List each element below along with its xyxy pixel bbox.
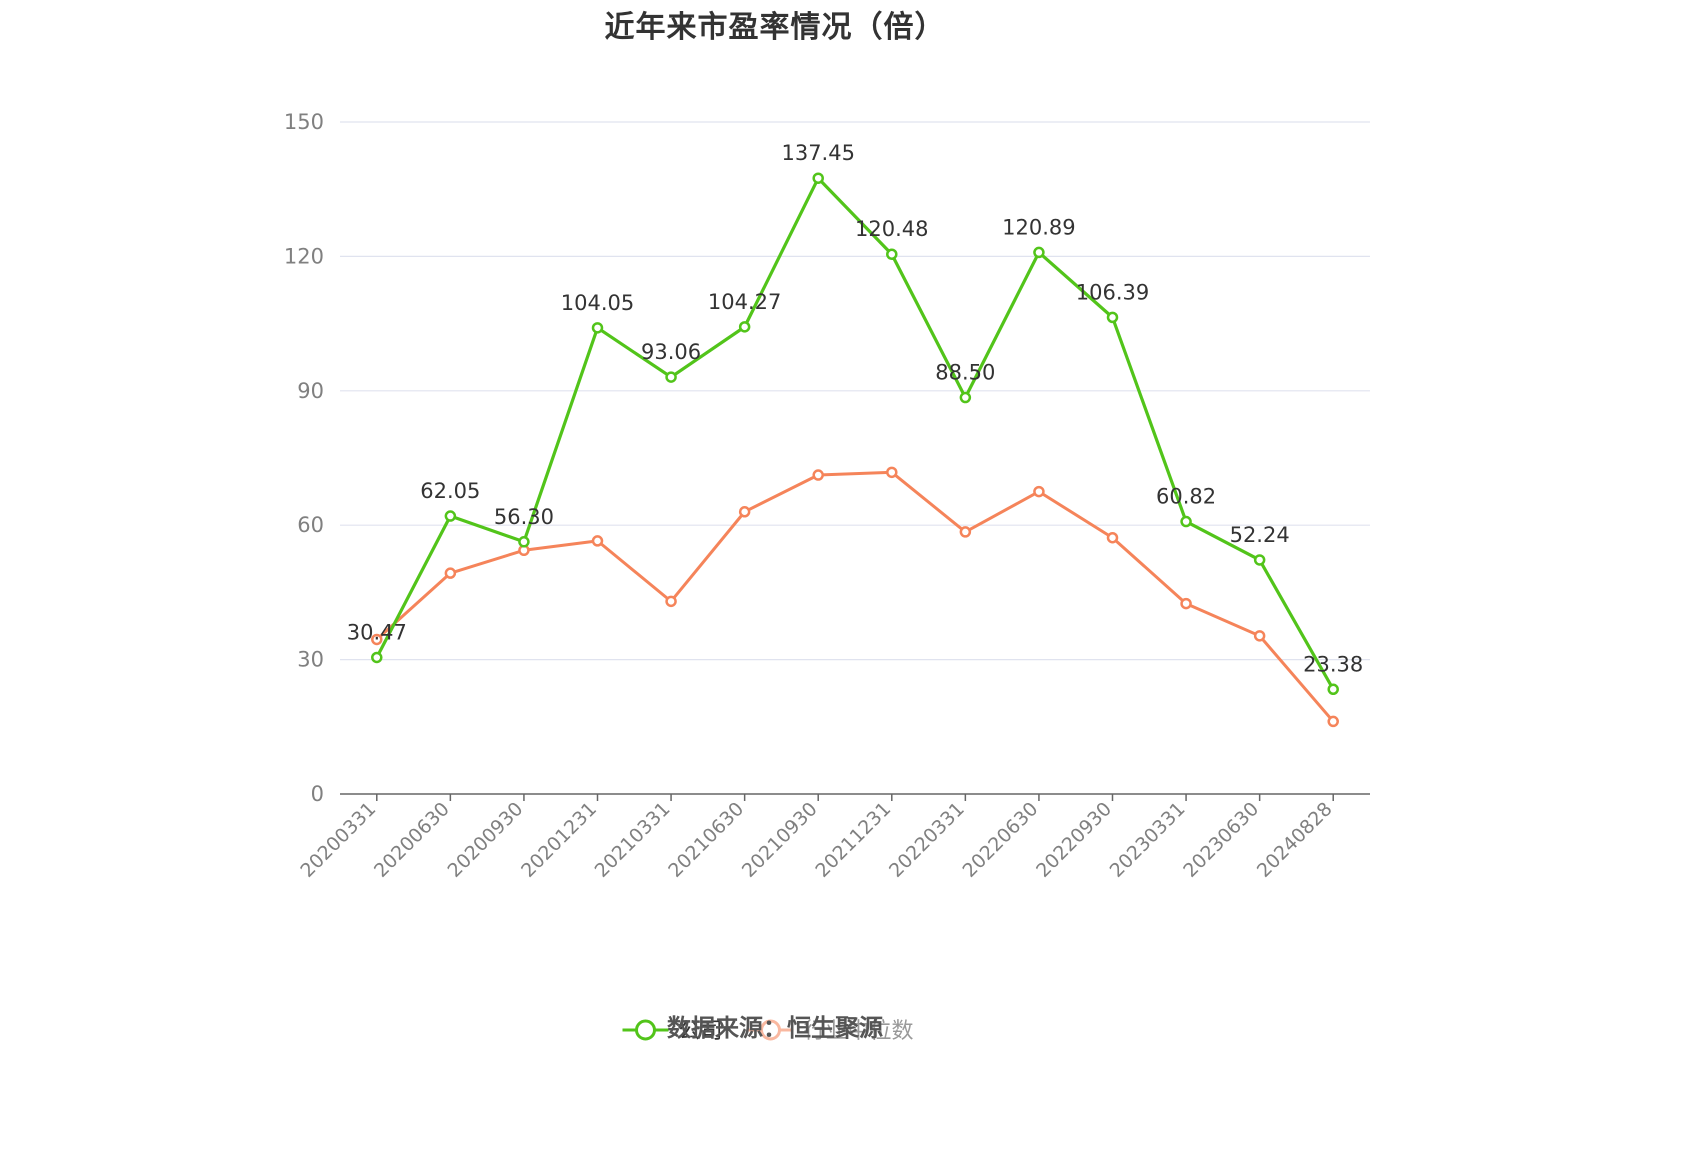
y-tick-label: 120	[284, 244, 324, 268]
legend-label: 公司	[679, 1019, 723, 1044]
y-tick-label: 150	[284, 110, 324, 134]
data-label: 104.27	[708, 290, 781, 314]
x-tick-label: 20220630	[959, 798, 1043, 882]
company-point	[812, 172, 824, 184]
data-label: 120.89	[1002, 215, 1075, 239]
company-point	[591, 322, 604, 334]
legend-item-company: 公司	[622, 1019, 723, 1044]
x-tick-label: 20200331	[296, 798, 380, 882]
industry-point	[738, 506, 751, 518]
industry-point	[886, 466, 898, 479]
data-label: 52.24	[1230, 523, 1290, 547]
x-tick-label: 20230331	[1106, 798, 1190, 882]
industry-point	[959, 526, 972, 538]
y-tick-label: 0	[311, 782, 324, 806]
data-label: 88.50	[935, 361, 995, 385]
y-tick-label: 60	[297, 513, 324, 537]
y-tick-label: 30	[297, 648, 324, 672]
industry-point	[1106, 531, 1119, 544]
x-tick-label: 20240828	[1253, 798, 1337, 882]
industry-point	[1327, 715, 1339, 728]
y-tick-label: 90	[297, 379, 324, 403]
data-label: 104.05	[561, 291, 634, 315]
data-label: 30.47	[347, 620, 407, 644]
data-label: 62.05	[420, 479, 480, 503]
data-label: 23.38	[1303, 652, 1363, 676]
data-label: 120.48	[855, 217, 928, 241]
x-tick-label: 20220331	[885, 798, 969, 882]
data-label: 137.45	[781, 141, 854, 165]
company-series-line	[375, 176, 1335, 691]
company-point	[959, 391, 972, 404]
industry-point	[665, 595, 677, 608]
company-point	[371, 651, 383, 664]
company-point	[1106, 311, 1119, 324]
company-point	[1327, 683, 1339, 696]
legend: 公司 行业中位数	[622, 1019, 914, 1044]
company-point	[665, 371, 677, 383]
industry-series-line	[375, 470, 1335, 723]
company-point	[886, 248, 898, 260]
company-point	[1253, 554, 1266, 566]
company-point	[444, 510, 457, 522]
x-tick-label: 20211231	[811, 798, 895, 882]
industry-point	[444, 567, 457, 579]
x-tick-label: 20220930	[1032, 798, 1116, 882]
company-point	[1033, 246, 1045, 259]
x-tick-label: 20210630	[664, 798, 748, 882]
x-tick-label: 20201231	[517, 798, 601, 882]
series-lines	[371, 172, 1339, 728]
x-tick-label: 20230630	[1179, 798, 1263, 882]
industry-point	[591, 535, 604, 547]
company-point	[738, 321, 751, 333]
data-label: 60.82	[1156, 485, 1216, 509]
legend-item-industry: 行业中位数	[747, 1019, 914, 1044]
data-label: 93.06	[641, 340, 701, 364]
industry-point	[1253, 630, 1266, 642]
legend-marker	[760, 1019, 781, 1041]
legend-marker	[635, 1019, 656, 1041]
x-tick-label: 20200930	[444, 798, 528, 882]
industry-point	[812, 469, 824, 481]
chart-title: 近年来市盈率情况（倍）	[604, 10, 946, 45]
source-note: 数据来源：恒生聚源	[667, 1014, 883, 1042]
industry-point	[1180, 597, 1192, 610]
data-label: 56.30	[494, 505, 554, 529]
company-point	[518, 536, 530, 548]
company-point	[1180, 515, 1192, 528]
legend-label: 行业中位数	[804, 1019, 914, 1044]
x-tick-label: 20210331	[591, 798, 675, 882]
data-labels: 30.47 62.05 56.30 104.05 93.06 104.27 137.45 12…	[347, 141, 1364, 676]
data-label: 106.39	[1076, 280, 1149, 304]
industry-point	[1033, 485, 1045, 498]
industry-point	[371, 633, 383, 646]
grid-lines	[340, 121, 1370, 661]
x-tick-label: 20200630	[370, 798, 454, 882]
x-tick-label: 20210930	[738, 798, 822, 882]
